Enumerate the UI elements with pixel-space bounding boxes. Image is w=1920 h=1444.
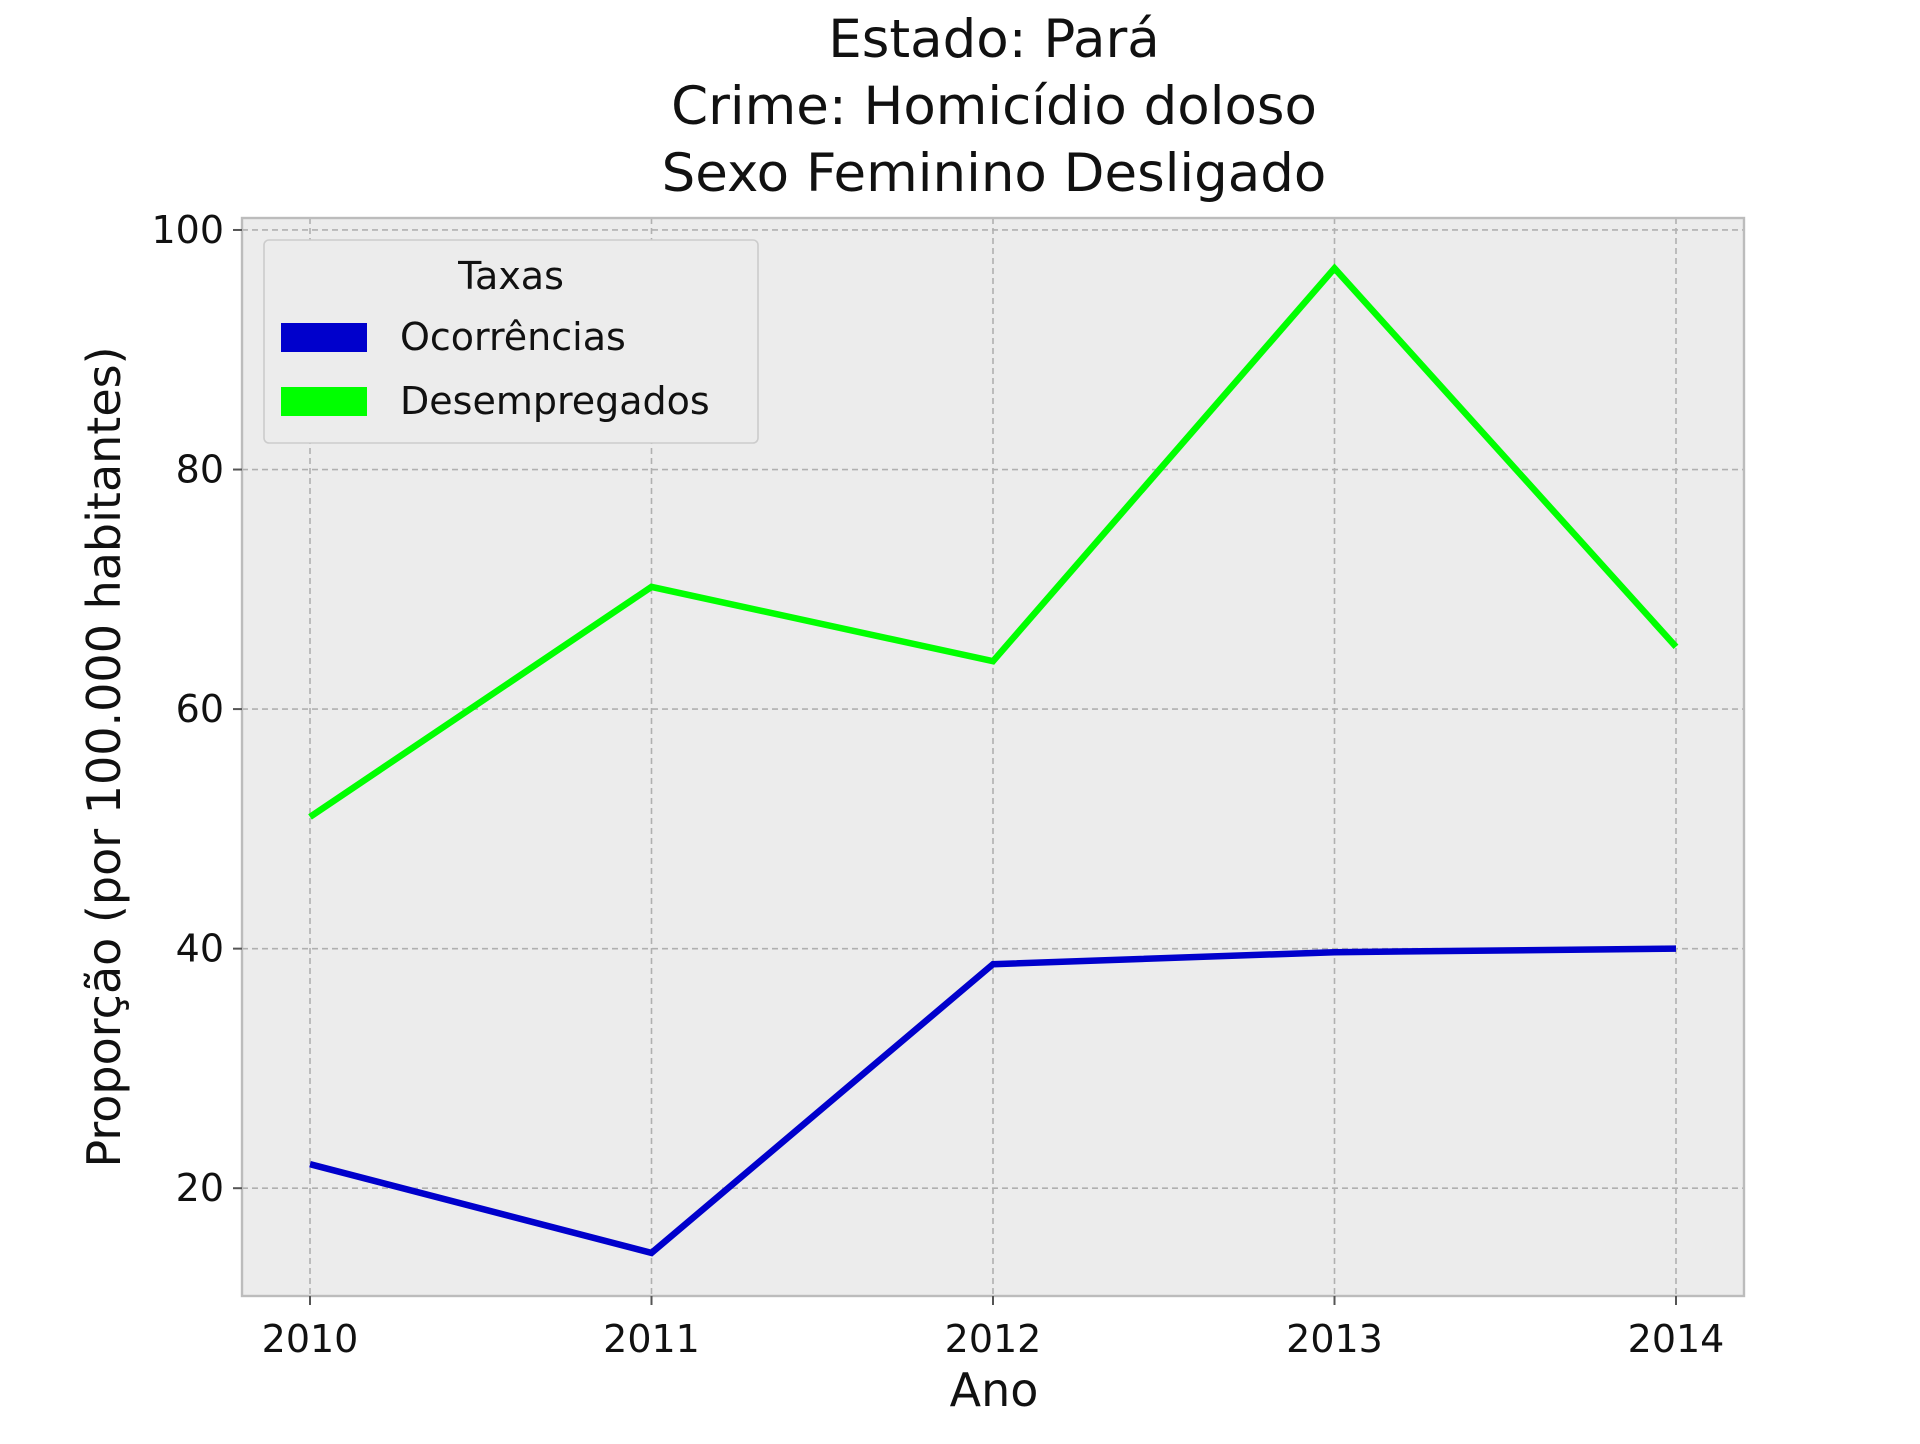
legend-swatch-desempregados: [281, 387, 367, 416]
x-tick-label-2014: 2014: [1628, 1317, 1725, 1361]
chart-title-line-2: Crime: Homicídio doloso: [671, 76, 1317, 137]
chart-title-line-1: Estado: Pará: [828, 9, 1159, 70]
x-axis-label: Ano: [950, 1363, 1039, 1417]
chart-title: Estado: Pará Crime: Homicídio doloso Sex…: [662, 9, 1327, 204]
legend-label-desempregados: Desempregados: [400, 379, 710, 423]
legend-title: Taxas: [457, 254, 564, 298]
x-tick-label-2012: 2012: [945, 1317, 1042, 1361]
legend-box: [263, 239, 759, 444]
y-tick-label-20: 20: [176, 1166, 224, 1210]
y-axis-label: Proporção (por 100.000 habitantes): [77, 346, 131, 1167]
x-tick-label-2013: 2013: [1286, 1317, 1383, 1361]
grid-lines: [242, 218, 1744, 1296]
y-tick-label-60: 60: [176, 687, 224, 731]
legend-label-ocorrencias: Ocorrências: [400, 315, 626, 359]
series-line-ocorrencias: [309, 945, 1677, 1257]
legend: Taxas Ocorrências Desempregados: [263, 239, 759, 444]
y-tick-label-100: 100: [151, 208, 224, 252]
x-tick-label-2011: 2011: [603, 1317, 700, 1361]
y-tick-label-40: 40: [176, 927, 224, 971]
series-line-desempregados: [308, 263, 1679, 820]
series-lines: [308, 263, 1679, 1257]
y-tick-label-80: 80: [176, 448, 224, 492]
legend-swatch-ocorrencias: [281, 323, 367, 352]
chart-title-line-3: Sexo Feminino Desligado: [662, 143, 1327, 204]
x-tick-label-2010: 2010: [262, 1317, 359, 1361]
axis-ticks: 2010 2011 2012 2013 2014 20 40 60 80 100: [151, 208, 1724, 1361]
